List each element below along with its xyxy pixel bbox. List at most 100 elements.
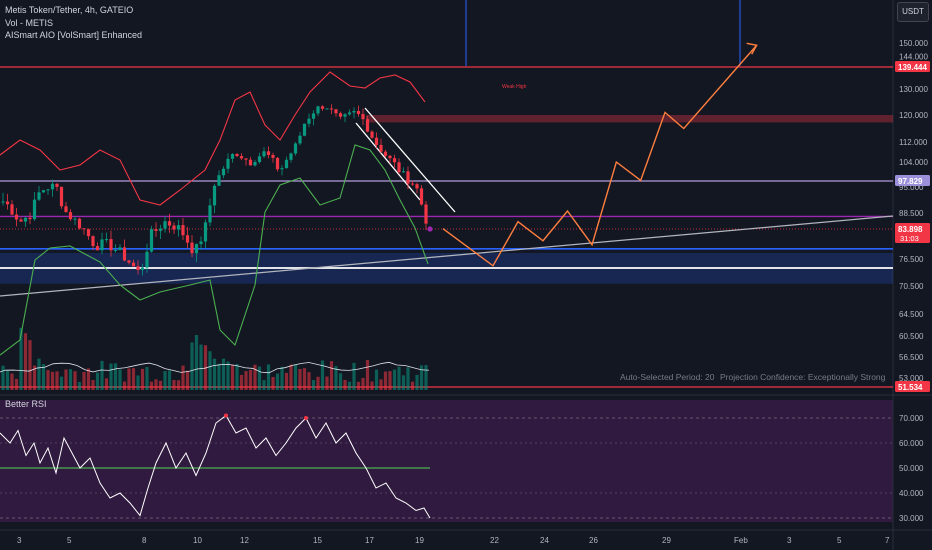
candle-body <box>410 183 415 185</box>
candle-body <box>82 228 86 230</box>
candle-body <box>73 218 77 220</box>
candle-body <box>379 144 383 152</box>
volume-bar <box>343 379 347 390</box>
volume-bar <box>154 379 158 390</box>
candle-body <box>221 168 226 176</box>
volume-bar <box>356 381 361 390</box>
candle-body <box>280 168 284 170</box>
volume-bar <box>140 368 145 390</box>
volume-bar <box>217 363 221 390</box>
volume-bar <box>199 344 203 390</box>
volume-bar <box>118 369 122 390</box>
candle-body <box>37 192 41 200</box>
volume-bar <box>158 380 163 390</box>
price-tick-label: 120.000 <box>899 111 928 120</box>
candle-body <box>163 221 167 229</box>
candle-body <box>46 189 50 191</box>
volume-bar <box>127 368 131 390</box>
volume-bar <box>338 373 343 390</box>
candle-body <box>415 184 419 189</box>
volume-bar <box>248 369 253 390</box>
candle-body <box>1 201 5 203</box>
price-tick-label: 88.500 <box>899 209 924 218</box>
volume-bar <box>230 364 235 390</box>
volume-bar <box>194 335 199 390</box>
volume-bar <box>37 358 41 390</box>
candle-body <box>419 188 424 205</box>
volume-bar <box>212 358 217 390</box>
candle-body <box>131 262 136 267</box>
candle-body <box>149 229 154 252</box>
volume-bar <box>109 363 113 390</box>
candle-body <box>424 204 428 224</box>
candle-body <box>370 131 374 138</box>
price-tick-label: 60.500 <box>899 332 924 341</box>
volume-bar <box>5 370 10 390</box>
volume-bar <box>347 381 352 390</box>
volume-bar <box>176 380 181 390</box>
volume-bar <box>167 370 172 390</box>
candle-body <box>194 244 199 254</box>
volume-bar <box>68 369 73 390</box>
rsi-line <box>0 414 431 519</box>
candle-body <box>140 267 145 271</box>
candle-body <box>325 108 329 110</box>
volume-bar <box>379 379 383 390</box>
volume-bar <box>50 371 55 390</box>
volume-bar <box>257 366 262 390</box>
volume-bar <box>1 365 5 390</box>
candle-body <box>127 260 131 263</box>
candle-body <box>122 247 127 261</box>
candle-body <box>293 143 298 154</box>
volume-bar <box>226 361 230 390</box>
candle-body <box>298 135 302 144</box>
volume-bar <box>244 371 248 390</box>
volume-bar <box>172 380 176 390</box>
candle-body <box>307 118 311 124</box>
projection-path <box>442 44 758 267</box>
candle-body <box>118 247 122 250</box>
candle-body <box>32 199 37 220</box>
candle-body <box>230 153 235 159</box>
candle-body <box>361 114 365 120</box>
candle-body <box>91 236 95 247</box>
last-price-dot <box>427 226 433 232</box>
volume-bar <box>10 373 14 390</box>
volume-bar <box>266 364 271 390</box>
candle-body <box>176 225 181 230</box>
price-tick-label: 70.500 <box>899 282 924 291</box>
volume-bar <box>410 381 415 390</box>
currency-button[interactable]: USDT <box>897 2 929 22</box>
weak-high-label: Weak High <box>502 84 527 90</box>
volume-bar <box>320 360 325 390</box>
volume-bar <box>334 366 338 390</box>
candle-body <box>262 151 266 157</box>
projection-confidence-note: Projection Confidence: Exceptionally Str… <box>720 372 886 382</box>
candle-body <box>10 204 14 215</box>
volume-bar <box>352 362 356 390</box>
candle-body <box>275 157 280 170</box>
volume-bar <box>100 360 104 390</box>
candle-body <box>316 106 320 114</box>
candle-body <box>248 159 253 166</box>
last-price-countdown: 31:03 <box>900 234 919 243</box>
volume-bar <box>262 380 266 390</box>
candle-body <box>401 171 406 173</box>
candle-body <box>55 183 59 187</box>
volume-bar <box>104 378 109 390</box>
candle-body <box>109 239 113 251</box>
volume-bar <box>55 371 59 390</box>
candle-body <box>217 175 221 186</box>
last-price-badge-text: 83.898 <box>898 225 923 234</box>
candle-body <box>356 110 361 115</box>
rsi-tick-label: 60.000 <box>899 439 924 448</box>
volume-label: Vol - METIS <box>5 18 54 28</box>
volume-bar <box>316 376 320 390</box>
volume-bar <box>235 363 239 390</box>
candle-body <box>50 183 55 190</box>
projection-arrow <box>746 42 758 55</box>
candle-body <box>334 109 338 114</box>
volume-bar <box>401 375 406 390</box>
rsi-tick-label: 30.000 <box>899 514 924 523</box>
